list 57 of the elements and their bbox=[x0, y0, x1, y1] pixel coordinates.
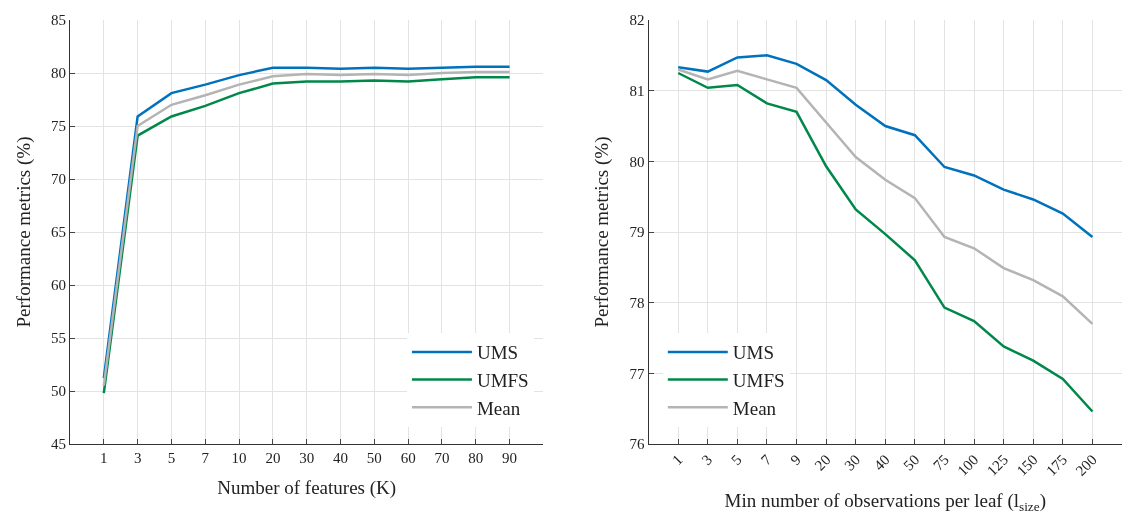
legend-label: Mean bbox=[732, 397, 777, 419]
line-series bbox=[676, 54, 1094, 239]
legend-label: UMS bbox=[476, 342, 519, 364]
x-tick-label: 100 bbox=[954, 451, 982, 479]
x-tick-label: 70 bbox=[434, 450, 450, 466]
x-tick-label: 50 bbox=[366, 450, 382, 466]
y-tick-label: 70 bbox=[51, 171, 66, 188]
x-tick-label: 80 bbox=[468, 450, 484, 466]
legend-label: Mean bbox=[476, 397, 521, 419]
x-tick-label: 3 bbox=[133, 450, 142, 466]
x-tick-label: 30 bbox=[841, 451, 864, 474]
y-tick-label: 55 bbox=[51, 330, 66, 347]
y-tick-label: 85 bbox=[51, 12, 66, 29]
x-tick-label: 20 bbox=[265, 450, 281, 466]
y-tick-label: 50 bbox=[51, 383, 66, 400]
y-tick-label: 82 bbox=[629, 12, 645, 29]
x-tick-label: 30 bbox=[299, 450, 315, 466]
y-tick-label: 80 bbox=[51, 65, 66, 82]
x-tick-label: 5 bbox=[728, 451, 745, 469]
x-tick-label: 40 bbox=[870, 451, 893, 474]
legend-label: UMFS bbox=[476, 370, 529, 391]
x-tick-label: 90 bbox=[502, 450, 518, 466]
x-tick-label: 3 bbox=[698, 451, 716, 469]
x-tick-label: 150 bbox=[1013, 451, 1041, 479]
x-tick-label: 7 bbox=[201, 450, 210, 466]
x-tick-label: 50 bbox=[900, 451, 923, 474]
x-tick-label: 9 bbox=[787, 451, 804, 469]
y-tick-label: 78 bbox=[629, 294, 645, 311]
x-tick-label: 75 bbox=[929, 451, 952, 474]
y-tick-label: 77 bbox=[629, 365, 646, 382]
x-axis-title: Number of features (K) bbox=[217, 476, 397, 499]
x-tick-label: 5 bbox=[167, 450, 176, 466]
x-tick-label: 125 bbox=[983, 451, 1012, 479]
y-tick-label: 79 bbox=[629, 224, 645, 241]
x-tick-label: 10 bbox=[231, 450, 247, 466]
line-series bbox=[676, 68, 1094, 326]
x-tick-label: 175 bbox=[1043, 451, 1071, 479]
x-tick-label: 7 bbox=[757, 451, 775, 469]
x-tick-label: 1 bbox=[669, 451, 686, 469]
x-tick-label: 1 bbox=[100, 450, 108, 466]
legend-label: UMS bbox=[732, 342, 774, 364]
y-tick-label: 81 bbox=[629, 82, 645, 99]
y-tick-label: 65 bbox=[51, 224, 66, 241]
x-tick-label: 60 bbox=[400, 450, 416, 466]
y-tick-label: 60 bbox=[51, 277, 66, 294]
y-tick-label: 45 bbox=[51, 436, 66, 453]
y-tick-label: 80 bbox=[629, 153, 645, 170]
y-tick-label: 76 bbox=[629, 436, 646, 453]
x-axis-title: Min number of observations per leaf (l$_{size}$) bbox=[724, 489, 1047, 514]
y-tick-label: 75 bbox=[51, 118, 66, 135]
x-tick-label: 40 bbox=[333, 450, 349, 466]
y-axis-title: Performance metrics (%) bbox=[591, 136, 614, 328]
legend-label: UMFS bbox=[732, 370, 785, 391]
x-tick-label: 200 bbox=[1072, 451, 1100, 479]
y-axis-title: Performance metrics (%) bbox=[12, 136, 35, 328]
line-series bbox=[676, 71, 1094, 413]
x-tick-label: 20 bbox=[811, 451, 834, 474]
